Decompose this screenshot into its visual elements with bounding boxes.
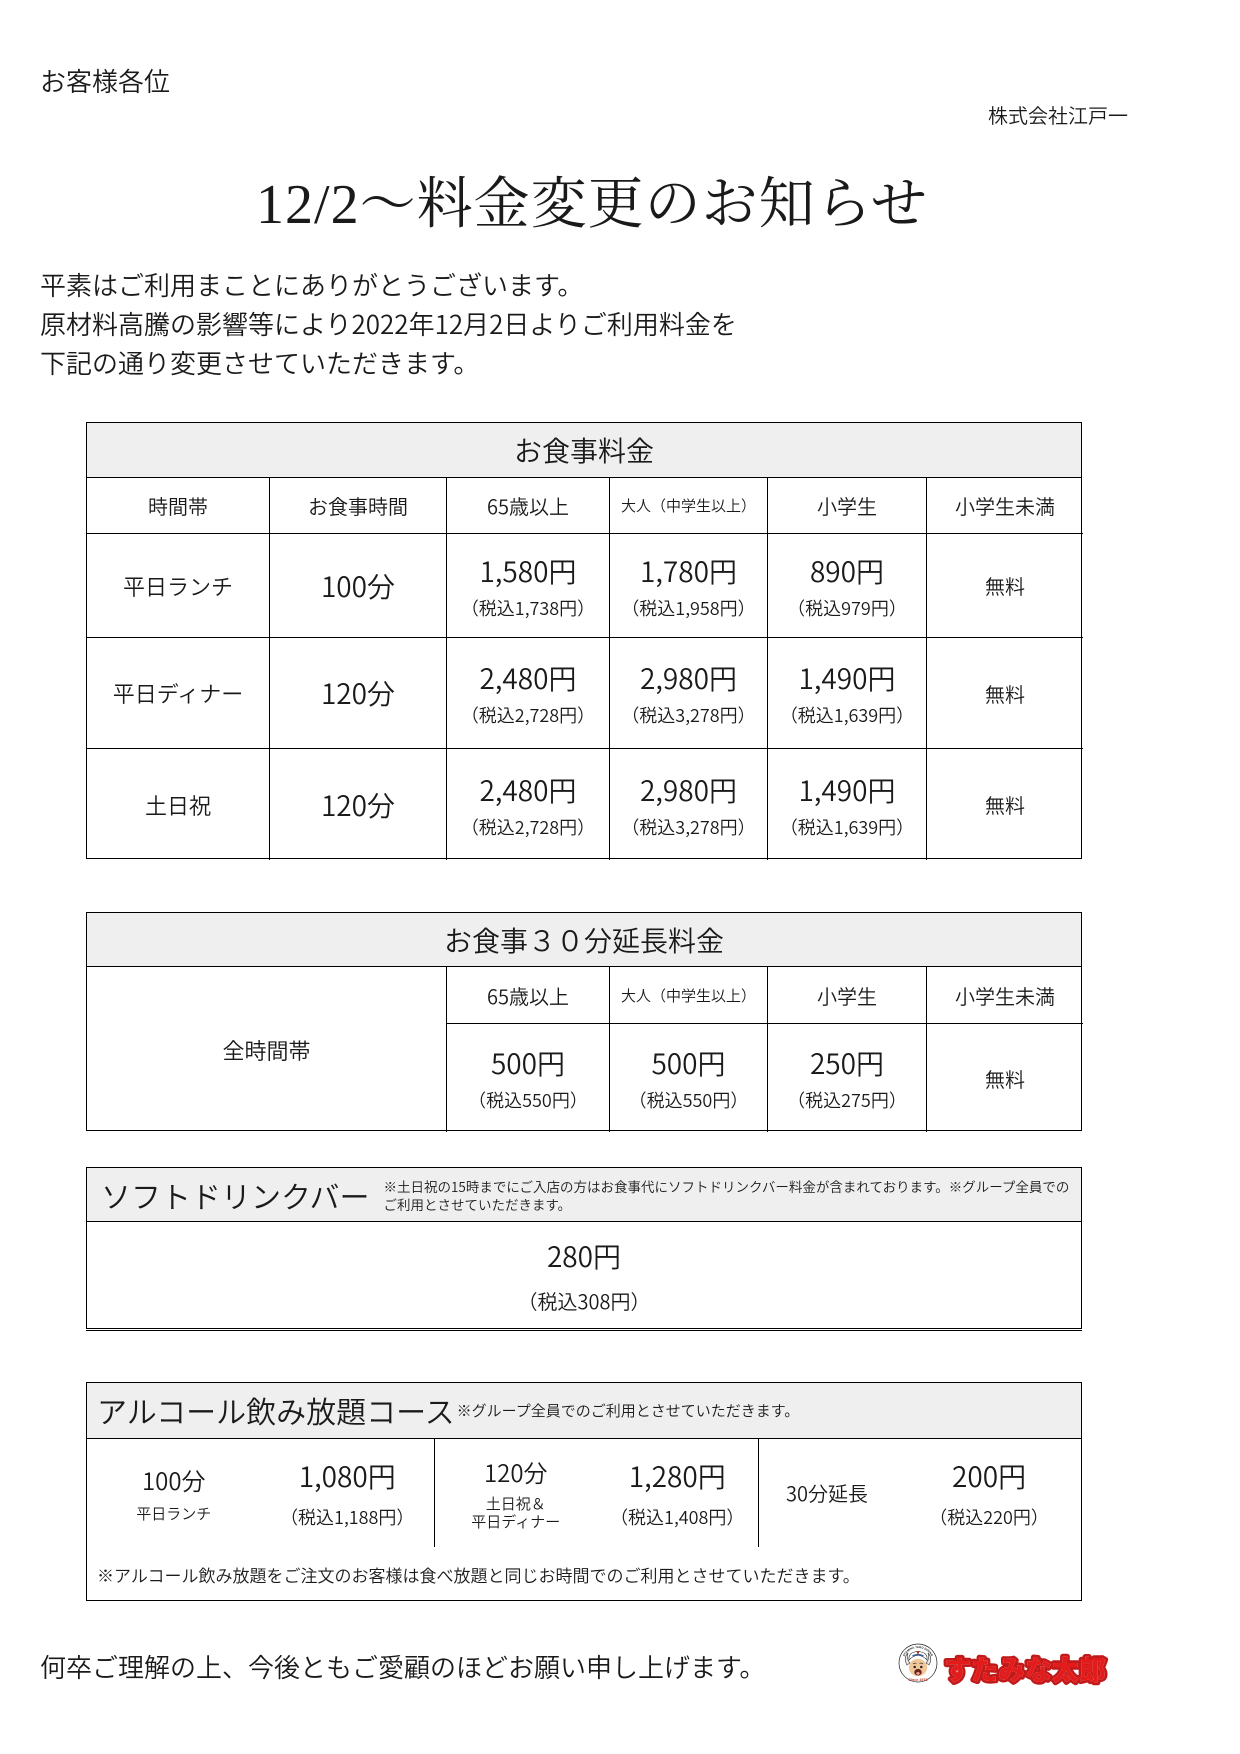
svg-text:すたみな太郎: すたみな太郎	[944, 1656, 1106, 1686]
svg-text:Since 1978: Since 1978	[908, 1678, 927, 1682]
